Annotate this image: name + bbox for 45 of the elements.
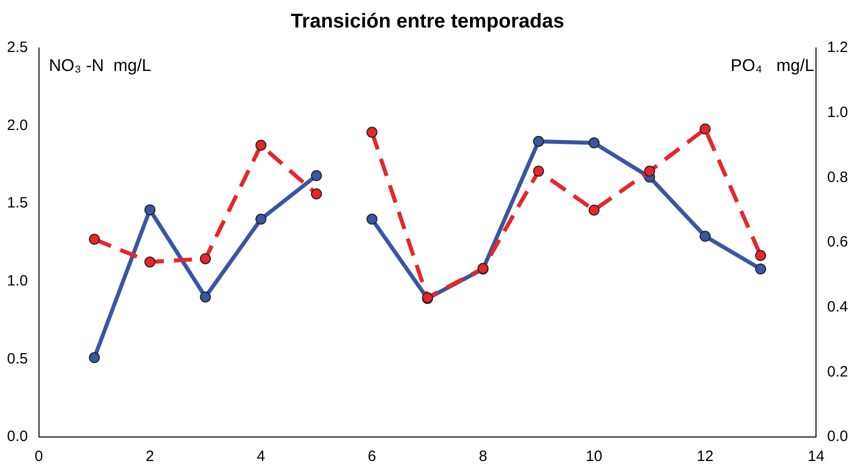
y-tick-label: 1.0	[6, 272, 28, 290]
y2-tick-label: 1.0	[827, 104, 848, 121]
point	[700, 230, 711, 242]
point	[755, 263, 766, 274]
point	[700, 124, 711, 135]
y2-tick-label: 0.8	[827, 168, 848, 186]
point	[144, 256, 156, 268]
x-tick-label: 12	[696, 448, 714, 466]
point	[644, 166, 656, 177]
point	[755, 250, 766, 261]
point	[88, 352, 100, 364]
point	[255, 214, 266, 225]
x-tick-label: 8	[478, 448, 488, 466]
point	[588, 137, 600, 148]
y-tick-label: 2.0	[6, 116, 28, 134]
point	[588, 204, 600, 216]
point	[533, 136, 544, 147]
x-tick-label: 4	[256, 448, 266, 466]
chart-title: Transición entre temporadas	[290, 10, 564, 33]
x-tick-label: 0	[34, 448, 44, 466]
y2-tick-label: 0.2	[827, 363, 848, 380]
y2-tick-label: 0.6	[827, 234, 848, 251]
point	[255, 140, 266, 151]
point	[200, 253, 211, 264]
x-tick-label: 2	[146, 448, 154, 466]
y2-tick-label: 1.2	[827, 39, 848, 56]
x-tick-label: 6	[368, 448, 376, 466]
point	[366, 214, 378, 225]
y-tick-label: 0.0	[6, 428, 28, 446]
y2-tick-label: 0.4	[827, 298, 848, 316]
y2-axis-title: PO₄ mg/L	[730, 56, 814, 76]
y-tick-label: 0.5	[6, 350, 28, 368]
point	[366, 126, 378, 138]
x-tick-label: 10	[586, 448, 602, 466]
y-tick-label: 1.5	[6, 194, 28, 212]
point	[533, 166, 544, 177]
y-tick-label: 2.5	[6, 39, 28, 56]
y2-tick-label: 0.0	[827, 428, 848, 446]
point	[310, 170, 322, 182]
x-tick-label: 14	[808, 448, 824, 466]
y-axis-title: NO₃ -N mg/L	[48, 56, 152, 76]
point	[310, 188, 322, 200]
point	[200, 291, 211, 302]
point	[88, 234, 100, 245]
point	[144, 204, 156, 216]
